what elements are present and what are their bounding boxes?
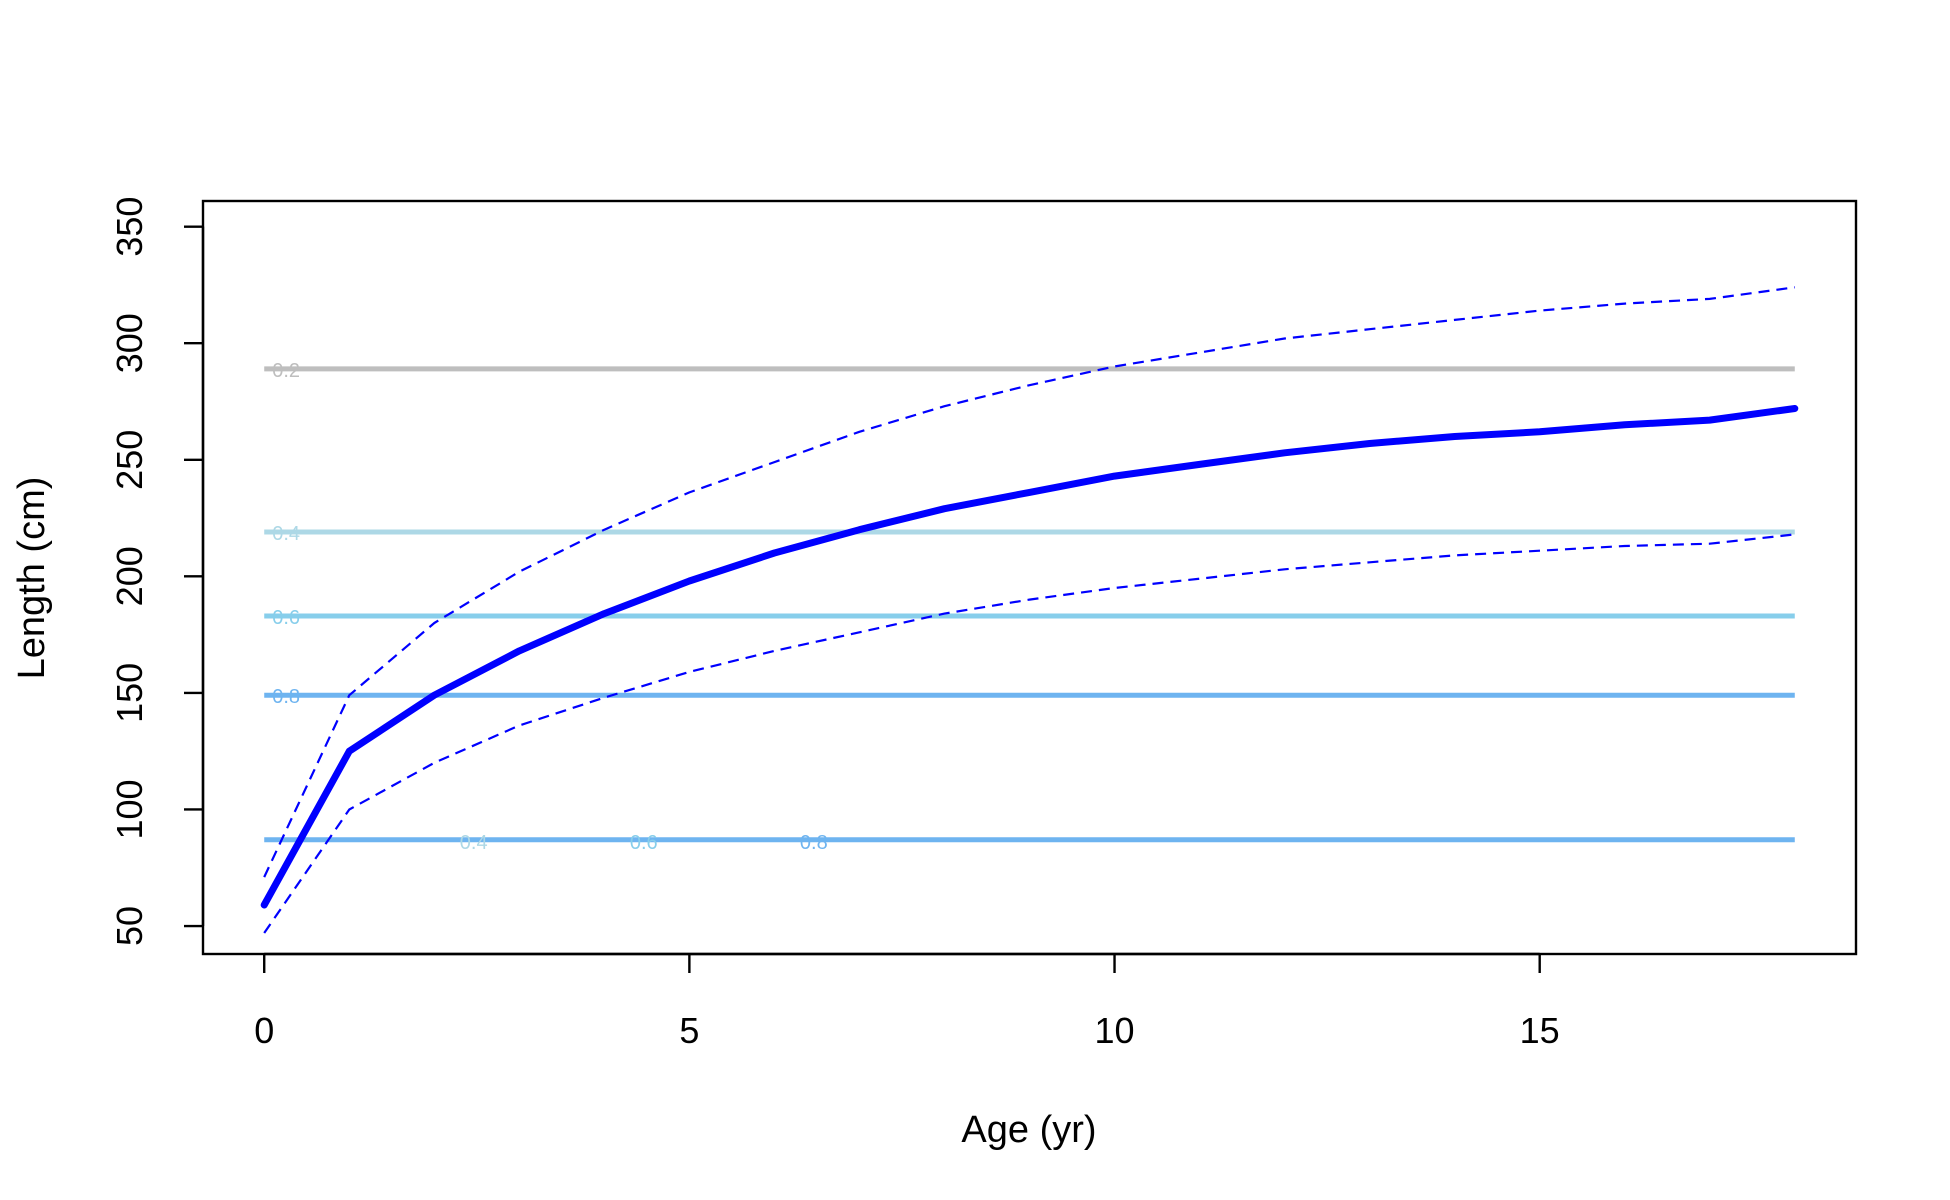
reference-line-label-0: 0.2 <box>272 360 300 382</box>
y-axis-label: Length (cm) <box>11 477 53 680</box>
series-line-lower <box>263 533 1795 934</box>
bottom-line-label-0: 0.4 <box>460 832 488 854</box>
y-axis: 50 100 150 200 250 300 350 <box>109 197 205 946</box>
series-lines <box>260 286 1799 934</box>
x-tick-label-2: 10 <box>1095 1010 1135 1051</box>
y-tick-label-1: 100 <box>109 779 150 839</box>
x-axis-label: Age (yr) <box>961 1109 1096 1151</box>
reference-line-label-2: 0.6 <box>272 607 300 629</box>
x-tick-label-1: 5 <box>679 1010 699 1051</box>
x-axis: 0 5 10 15 <box>254 952 1560 1051</box>
x-tick-label-3: 15 <box>1520 1010 1560 1051</box>
y-tick-label-4: 250 <box>109 430 150 490</box>
series-line-upper <box>263 286 1795 878</box>
y-tick-label-3: 200 <box>109 546 150 606</box>
reference-lines <box>264 366 1795 843</box>
bottom-line-label-2: 0.8 <box>800 832 828 854</box>
y-tick-label-5: 300 <box>109 313 150 373</box>
y-tick-label-6: 350 <box>109 197 150 257</box>
reference-line-label-3: 0.8 <box>272 686 300 708</box>
reference-line-labels: 0.2 0.4 0.6 0.8 0.4 0.6 0.8 <box>272 360 828 854</box>
bottom-line-label-1: 0.6 <box>630 832 658 854</box>
reference-line-label-1: 0.4 <box>272 523 300 545</box>
y-tick-label-2: 150 <box>109 663 150 723</box>
series-line-mean <box>260 405 1799 909</box>
y-tick-label-0: 50 <box>109 906 150 946</box>
x-tick-label-0: 0 <box>254 1010 274 1051</box>
